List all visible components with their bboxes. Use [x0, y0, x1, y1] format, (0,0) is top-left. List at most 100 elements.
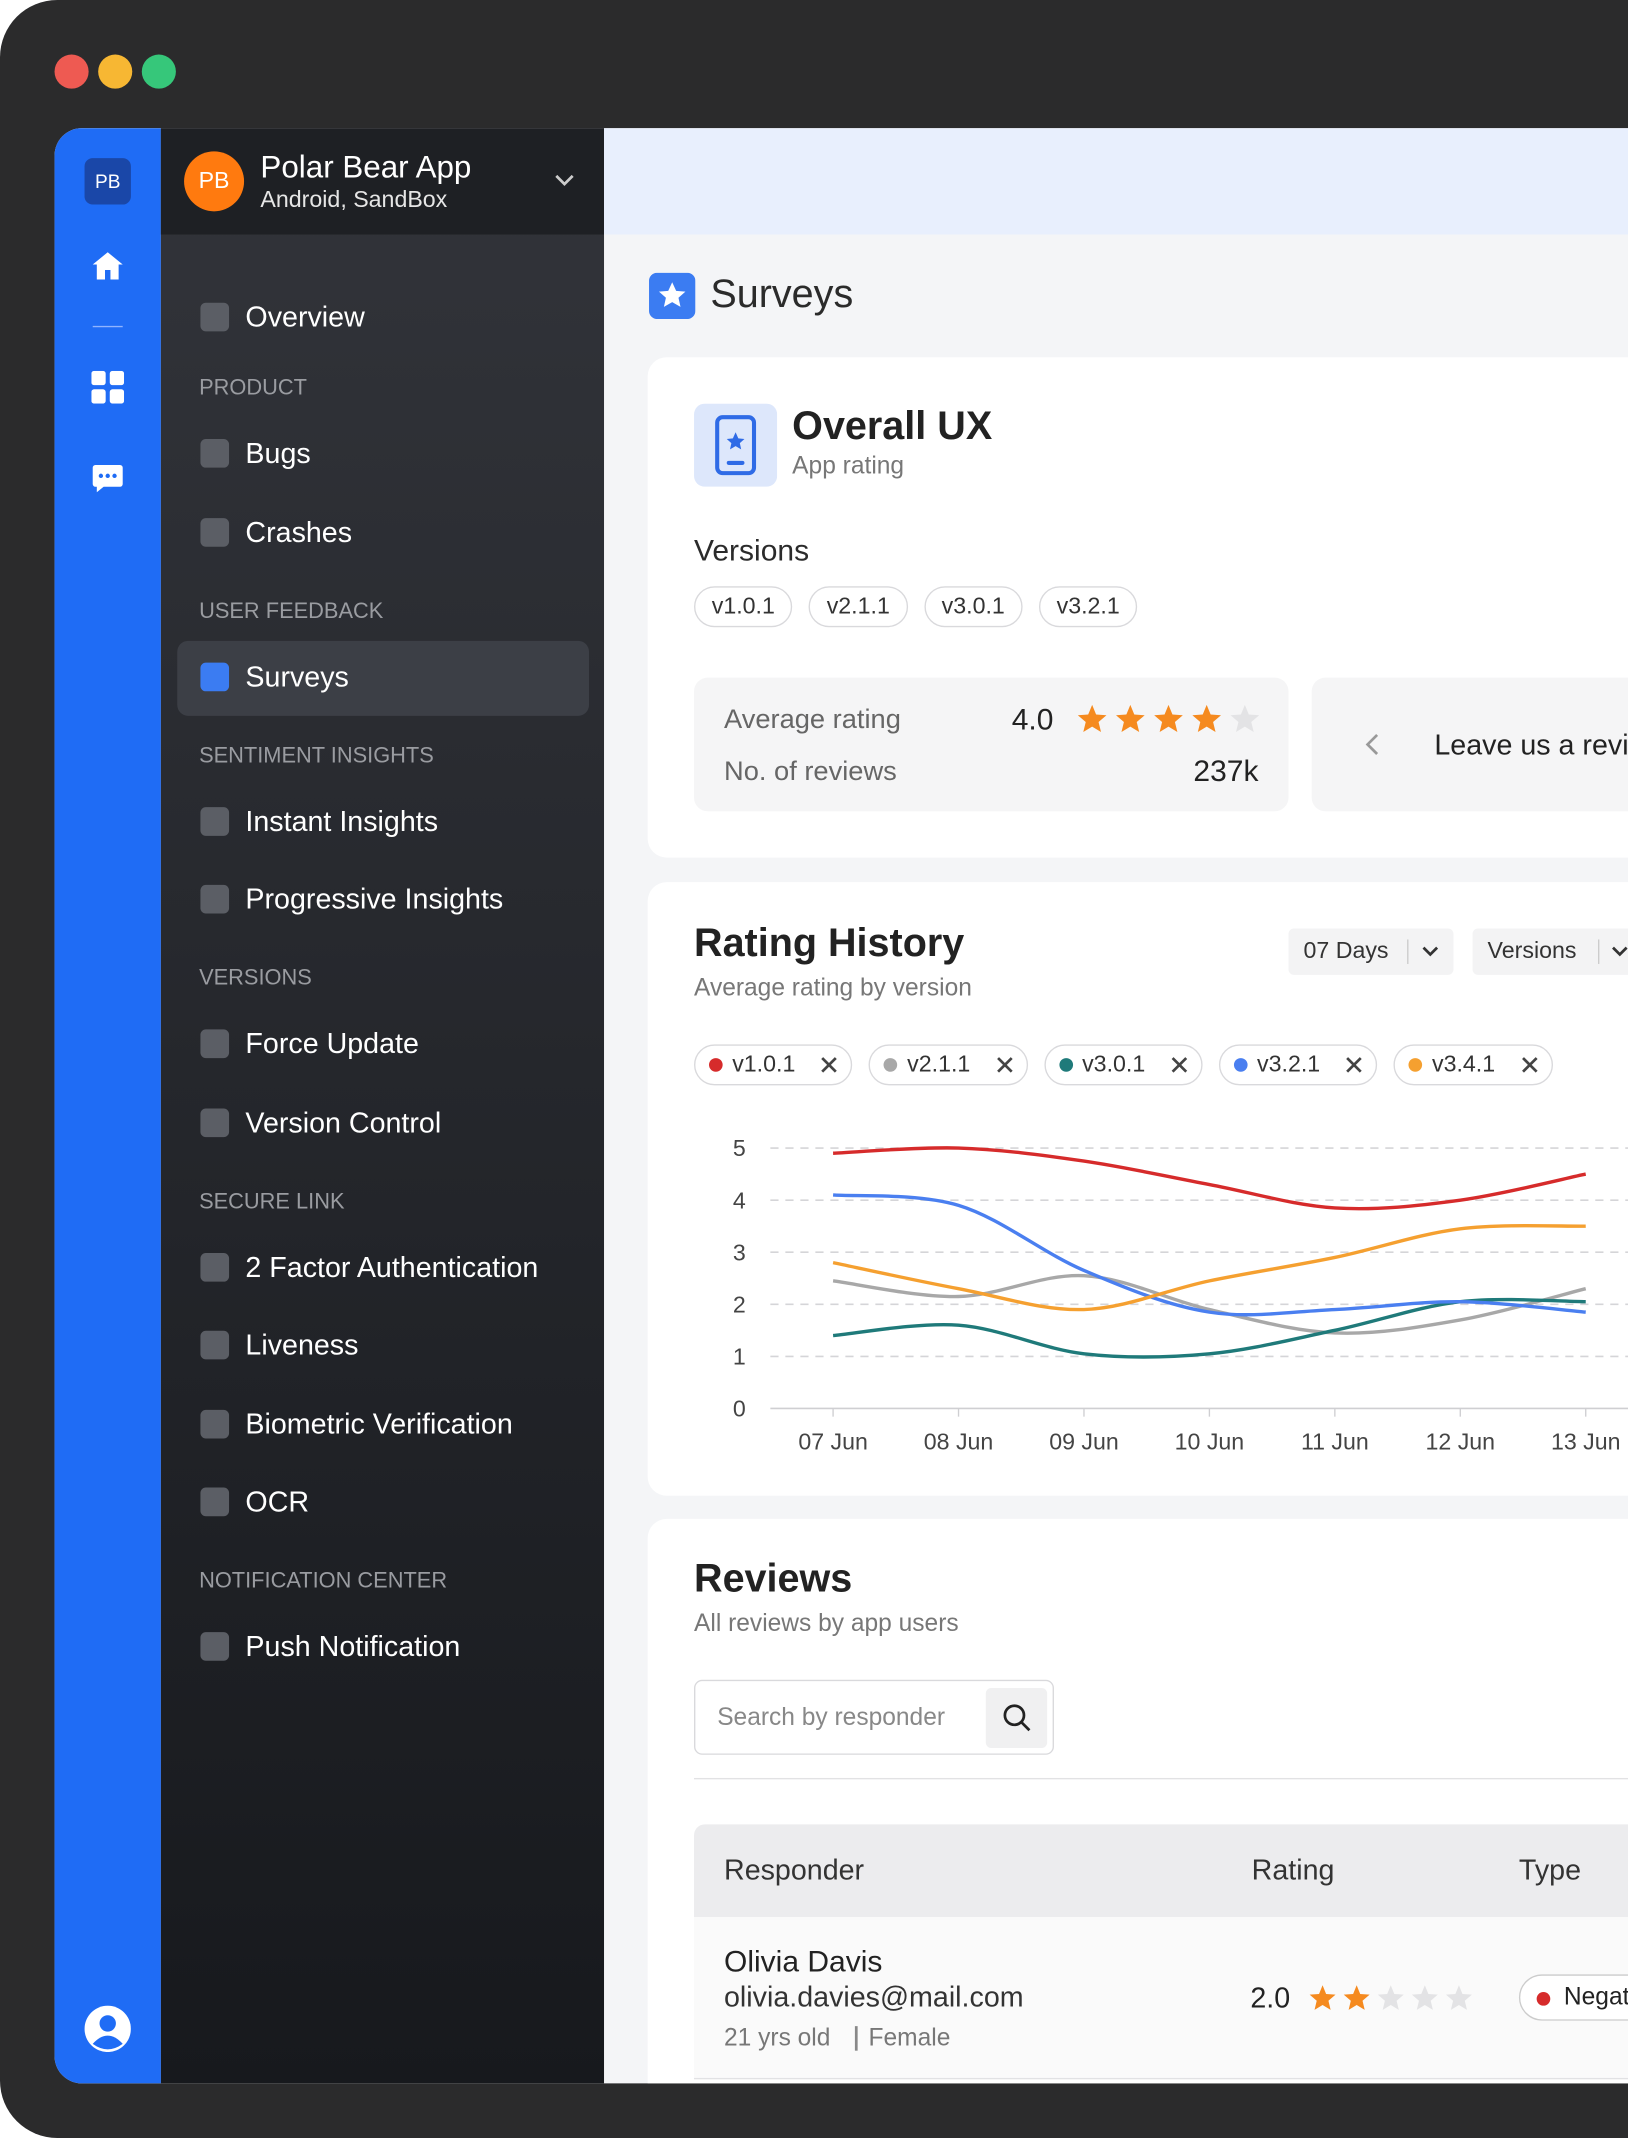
- version-chip[interactable]: v3.2.1: [1038, 586, 1138, 628]
- table-row[interactable]: Olivia Davis olivia.davies@mail.com 21 y…: [694, 1917, 1628, 2080]
- versions-filter-label: Versions: [1487, 937, 1577, 964]
- search-box[interactable]: Search by responder: [694, 1679, 1054, 1755]
- separator: [854, 2026, 857, 2051]
- app: PB PB Polar Bear App Android, SandBox Ov…: [54, 128, 1628, 2084]
- survey-subtitle: App rating: [792, 451, 905, 479]
- rating-summary: Average rating 4.0 No. of reviews 237k: [694, 677, 1289, 812]
- filter-sep: [1407, 939, 1409, 964]
- legend-chip[interactable]: v3.2.1: [1218, 1044, 1378, 1086]
- rail-badge[interactable]: PB: [84, 158, 131, 205]
- responder-age: 21 yrs old: [724, 2023, 831, 2051]
- carousel-text: Leave us a review: [1434, 730, 1628, 762]
- legend-remove[interactable]: [996, 1057, 1013, 1073]
- avg-value: 4.0: [1011, 702, 1054, 737]
- apps-icon[interactable]: [91, 370, 125, 404]
- legend-label: v3.0.1: [1082, 1051, 1146, 1078]
- nav-item[interactable]: Liveness: [245, 1330, 359, 1362]
- nav-section: VERSIONS: [199, 966, 312, 991]
- main: Surveys Overall UX App rating Versions v…: [604, 128, 1628, 2084]
- star: [1343, 1985, 1370, 2010]
- nav-icon: [200, 1409, 230, 1438]
- close-icon: [996, 1057, 1013, 1073]
- nav-item[interactable]: OCR: [245, 1486, 310, 1519]
- col-header[interactable]: Responder: [724, 1854, 865, 1887]
- legend-dot: [1058, 1058, 1073, 1072]
- minimize-dot[interactable]: [98, 54, 133, 89]
- home-icon[interactable]: [91, 250, 124, 283]
- col-header[interactable]: Rating: [1251, 1854, 1335, 1887]
- version-chip[interactable]: v1.0.1: [694, 586, 793, 628]
- search-placeholder: Search by responder: [717, 1703, 946, 1731]
- survey-card: Overall UX App rating Versions v1.0.1 v2.…: [647, 357, 1628, 858]
- nav-icon: [200, 1330, 230, 1360]
- versions-label: Versions: [694, 532, 810, 568]
- chat-icon[interactable]: [91, 462, 124, 495]
- col-header[interactable]: Type: [1518, 1854, 1582, 1887]
- rail-divider: [92, 325, 123, 328]
- legend-dot: [1233, 1058, 1248, 1072]
- app-name: Polar Bear App: [260, 149, 472, 185]
- nav-item[interactable]: Surveys: [245, 661, 349, 693]
- sidebar: PB Polar Bear App Android, SandBox Overv…: [160, 128, 605, 2084]
- nav-icon: [200, 439, 230, 468]
- version-chip[interactable]: v3.0.1: [923, 586, 1023, 628]
- row-rating: 2.0: [1250, 1983, 1291, 2015]
- close-icon: [1346, 1057, 1363, 1073]
- version-chips: v1.0.1 v2.1.1 v3.0.1 v3.2.1: [694, 586, 1138, 628]
- close-dot[interactable]: [54, 54, 89, 89]
- nav-item[interactable]: Bugs: [245, 438, 311, 470]
- nav-icon: [200, 1487, 230, 1517]
- chart-title: Rating History: [694, 921, 965, 966]
- app-switcher[interactable]: PB Polar Bear App Android, SandBox: [160, 128, 605, 235]
- legend-remove[interactable]: [1171, 1057, 1188, 1073]
- legend-chip[interactable]: v1.0.1: [694, 1044, 853, 1086]
- legend-remove[interactable]: [1346, 1057, 1363, 1073]
- reviews-label: No. of reviews: [724, 756, 897, 787]
- legend-label: v2.1.1: [907, 1051, 971, 1078]
- versions-filter[interactable]: Versions: [1472, 928, 1628, 975]
- nav-section: PRODUCT: [199, 376, 307, 400]
- chevron-down: [555, 174, 574, 186]
- search-button[interactable]: [985, 1687, 1048, 1748]
- reviews-subtitle: All reviews by app users: [694, 1609, 959, 1637]
- nav-icon: [200, 661, 230, 691]
- responder-email: olivia.davies@mail.com: [724, 1981, 1024, 2014]
- nav-item[interactable]: Version Control: [245, 1107, 442, 1139]
- nav-icon: [200, 1107, 230, 1137]
- legend-chip[interactable]: v3.4.1: [1393, 1044, 1553, 1086]
- nav-item[interactable]: Overview: [245, 301, 365, 334]
- legend-label: v1.0.1: [732, 1051, 796, 1078]
- nav-icon: [200, 884, 230, 914]
- nav-item[interactable]: Progressive Insights: [245, 884, 504, 916]
- rail: PB: [54, 128, 161, 2084]
- nav-item[interactable]: Push Notification: [245, 1631, 461, 1663]
- table-header: Responder Rating Type: [694, 1824, 1628, 1918]
- days-filter-label: 07 Days: [1303, 937, 1389, 964]
- filter-sep: [1598, 939, 1600, 964]
- nav-item[interactable]: Crashes: [245, 516, 353, 549]
- app-avatar: PB: [184, 151, 245, 212]
- star: [1411, 1985, 1438, 2010]
- legend-chip[interactable]: v2.1.1: [868, 1044, 1028, 1086]
- nav-active: [177, 640, 590, 716]
- nav-item[interactable]: 2 Factor Authentication: [245, 1251, 539, 1283]
- nav-item[interactable]: Instant Insights: [245, 805, 439, 838]
- nav-icon: [200, 806, 230, 836]
- nav-section: SENTIMENT INSIGHTS: [199, 744, 434, 768]
- legend-chip[interactable]: v3.0.1: [1043, 1044, 1203, 1086]
- reviews-title: Reviews: [694, 1557, 853, 1601]
- profile-icon[interactable]: [84, 2005, 131, 2053]
- carousel-prev[interactable]: [1363, 732, 1379, 757]
- star: [1445, 1985, 1472, 2010]
- legend-label: v3.4.1: [1431, 1051, 1496, 1078]
- page-icon: [649, 272, 696, 320]
- star: [1154, 704, 1183, 733]
- version-chip[interactable]: v2.1.1: [808, 586, 908, 628]
- days-filter[interactable]: 07 Days: [1288, 928, 1454, 975]
- nav-item[interactable]: Biometric Verification: [245, 1408, 513, 1440]
- nav-item[interactable]: Force Update: [245, 1028, 419, 1061]
- type-pill: Negative: [1518, 1974, 1628, 2021]
- legend-remove[interactable]: [1521, 1057, 1538, 1073]
- maximize-dot[interactable]: [141, 54, 176, 89]
- legend-remove[interactable]: [821, 1057, 838, 1073]
